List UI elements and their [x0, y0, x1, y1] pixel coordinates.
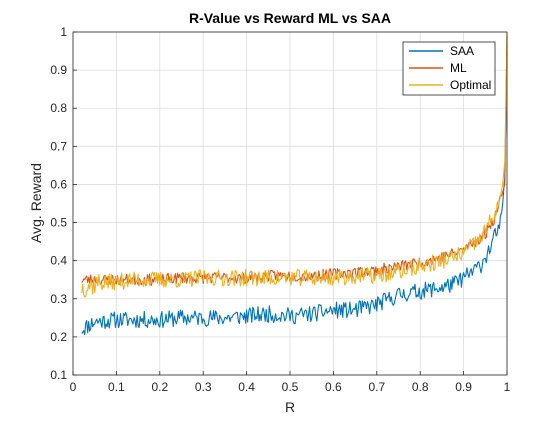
- series-line-saa: [81, 51, 508, 336]
- tick-layer: 0 0.1 0.2 0.3 0.4 0.5 0.6 0.7 0.8 0.9 10.10.20.30.…: [50, 25, 510, 394]
- x-tick-label: 0.5: [282, 380, 299, 394]
- y-tick-label: 0.1: [50, 368, 67, 382]
- x-tick-label: 0.7: [368, 380, 385, 394]
- x-tick-label: 1: [504, 380, 511, 394]
- x-tick-label: 0.6: [325, 380, 342, 394]
- y-tick-label: 0.5: [50, 216, 67, 230]
- y-tick-label: 0.6: [50, 177, 67, 191]
- x-tick-label: 0.8: [412, 380, 429, 394]
- legend: SAA ML Optimal: [402, 41, 496, 96]
- x-axis-label: R: [285, 399, 295, 415]
- x-tick-label: 0: [70, 380, 77, 394]
- y-tick-label: 0.3: [50, 292, 67, 306]
- y-tick-label: 0.7: [50, 139, 67, 153]
- legend-label-saa: SAA: [450, 44, 474, 58]
- y-axis-label: Avg. Reward: [28, 163, 44, 243]
- y-tick-label: 0.9: [50, 63, 67, 77]
- x-tick-label: 0.2: [151, 380, 168, 394]
- y-tick-label: 0.4: [50, 254, 67, 268]
- y-tick-label: 0.2: [50, 330, 67, 344]
- series-line-optimal: [81, 31, 508, 298]
- y-tick-label: 1: [60, 25, 67, 39]
- series-layer: [81, 31, 508, 336]
- legend-label-optimal: Optimal: [450, 78, 491, 92]
- y-tick-label: 0.8: [50, 101, 67, 115]
- legend-label-ml: ML: [450, 61, 467, 75]
- x-tick-label: 0.4: [238, 380, 255, 394]
- x-tick-label: 0.3: [195, 380, 212, 394]
- x-tick-label: 0.1: [108, 380, 125, 394]
- x-tick-label: 0.9: [455, 380, 472, 394]
- chart-title: R-Value vs Reward ML vs SAA: [189, 10, 391, 26]
